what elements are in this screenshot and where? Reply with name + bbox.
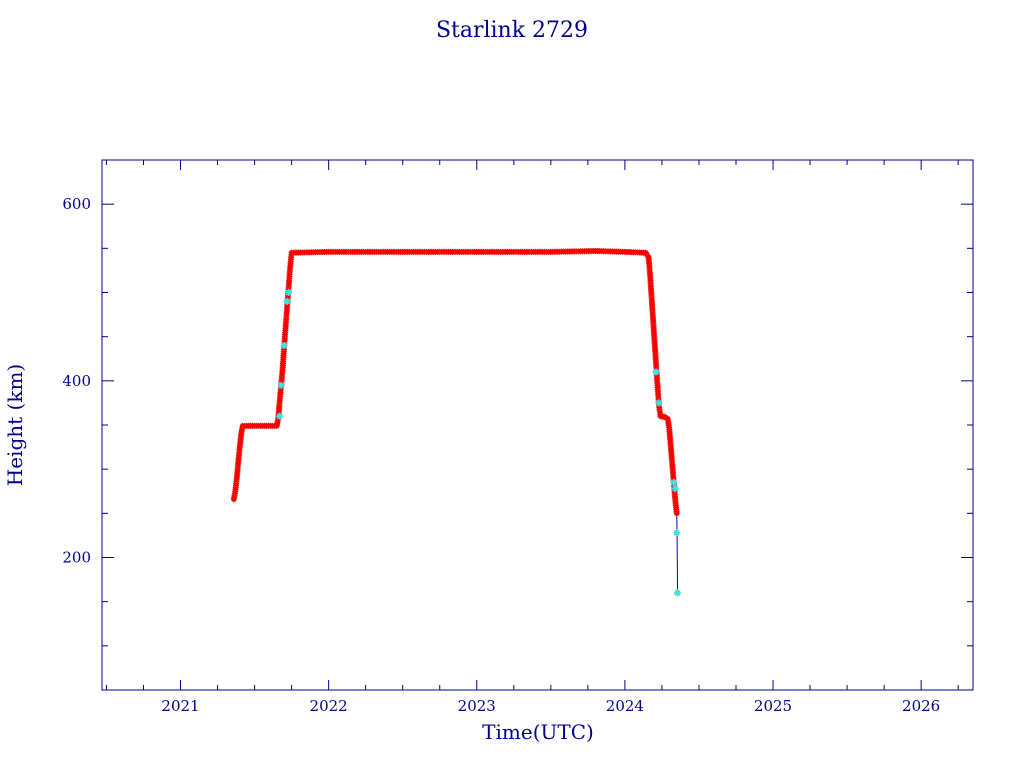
data-points <box>230 247 681 597</box>
y-tick-label: 200 <box>62 549 91 567</box>
data-lines <box>233 250 678 593</box>
axis-tick-labels: 2021 2022 2023 2024 2025 2026 200 400 600 <box>62 195 940 715</box>
highlight-point <box>276 412 284 420</box>
tail-line <box>676 513 678 593</box>
y-axis-label: Height (km) <box>3 364 27 486</box>
highlight-point <box>277 381 285 389</box>
highlight-point <box>655 399 663 407</box>
x-tick-label: 2021 <box>161 697 199 715</box>
highlight-point <box>673 589 681 597</box>
chart-title: Starlink 2729 <box>436 18 588 43</box>
x-axis-label: Time(UTC) <box>482 720 594 744</box>
highlight-point <box>670 478 678 486</box>
data-point <box>673 510 680 517</box>
axis-ticks <box>102 159 973 690</box>
highlight-point <box>285 289 293 296</box>
y-tick-label: 400 <box>62 372 91 390</box>
series-line <box>233 250 678 514</box>
x-tick-label: 2023 <box>458 697 496 715</box>
y-tick-label: 600 <box>62 195 91 213</box>
x-tick-label: 2024 <box>606 697 644 715</box>
highlight-point <box>671 485 679 493</box>
plot-frame <box>101 159 974 691</box>
x-tick-label: 2025 <box>754 697 792 715</box>
x-tick-label: 2026 <box>902 697 940 715</box>
x-tick-label: 2022 <box>310 697 348 715</box>
highlight-point <box>280 342 288 349</box>
highlight-point <box>652 368 660 376</box>
highlight-point <box>673 529 681 537</box>
highlight-point <box>283 297 291 305</box>
